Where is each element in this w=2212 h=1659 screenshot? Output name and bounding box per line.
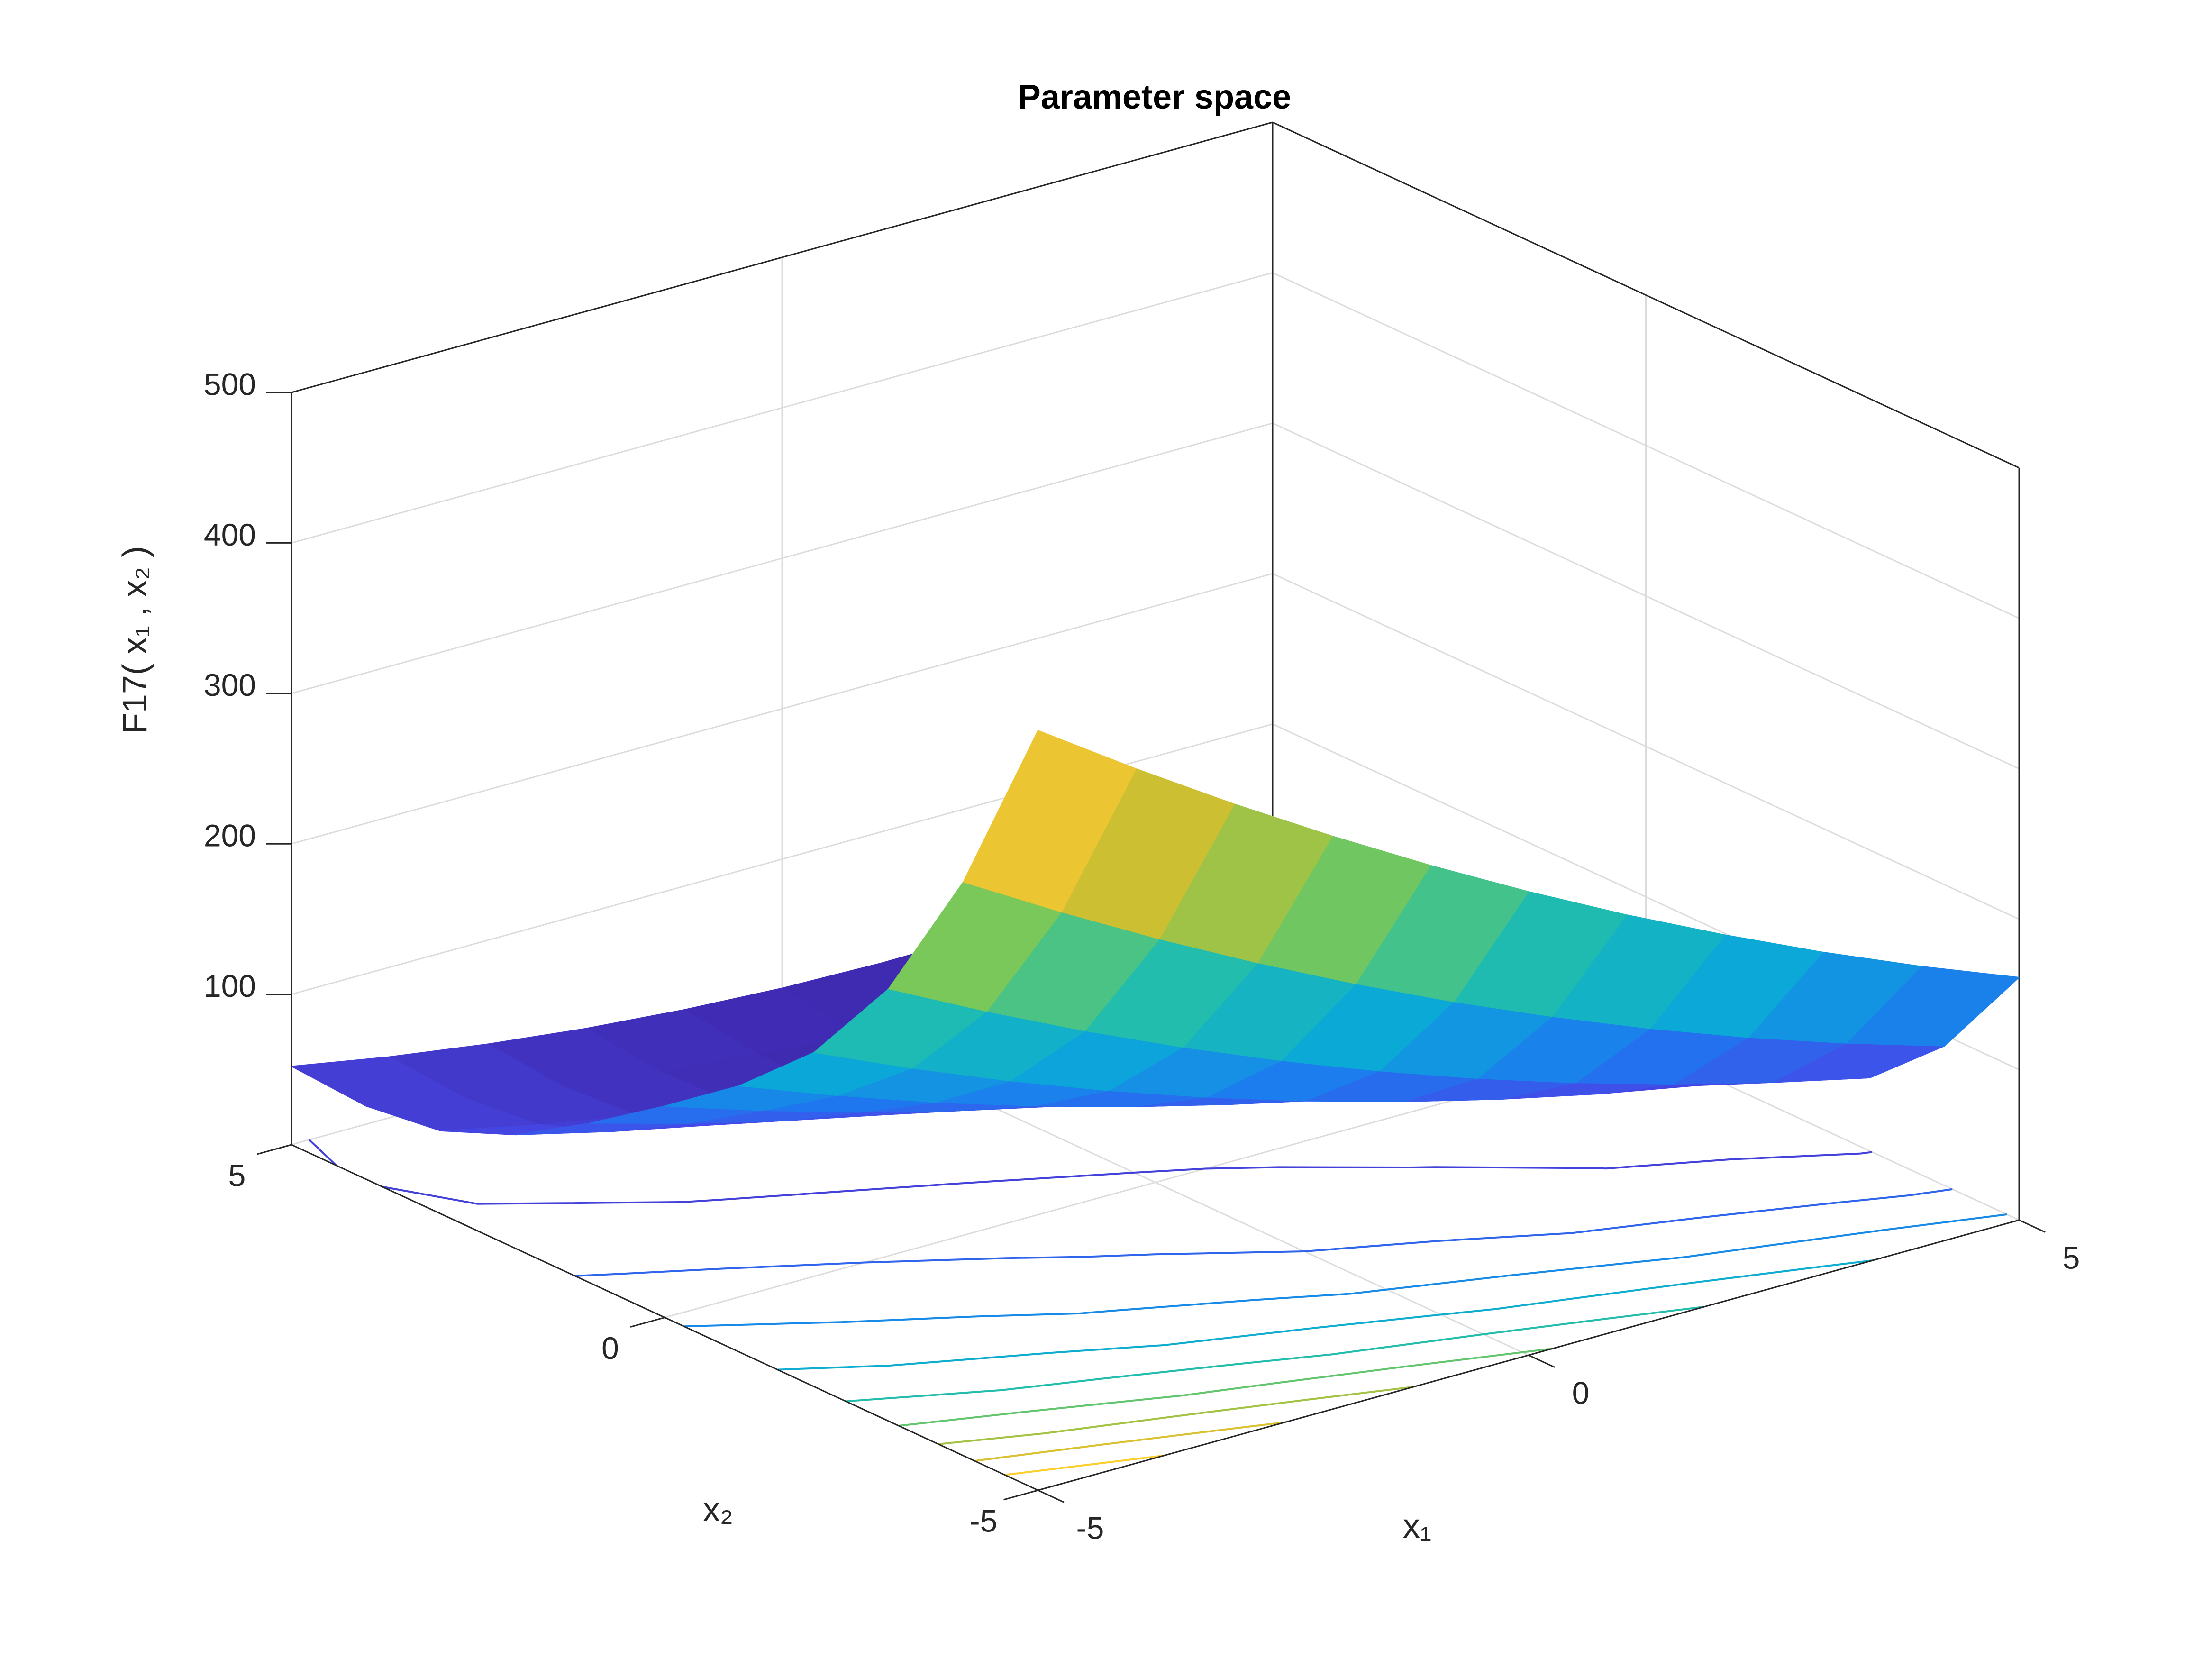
y-tick-label: 0 (601, 1331, 619, 1366)
z-tick-label: 400 (204, 517, 256, 552)
z-tick-label: 200 (204, 818, 256, 853)
contour-line (1004, 1455, 1164, 1476)
y-tick (630, 1317, 665, 1328)
x-tick (1038, 1489, 1065, 1503)
y-tick (257, 1144, 292, 1155)
y-axis-label: x₂ (703, 1491, 733, 1529)
box-edge (1272, 121, 2020, 469)
contour-layer (309, 1139, 2007, 1476)
contour-line (309, 1139, 1873, 1205)
z-tick-label: 300 (204, 667, 256, 702)
x-tick-label: 5 (2063, 1240, 2080, 1275)
y-tick-label: 5 (228, 1158, 246, 1193)
box-edge (291, 121, 1273, 393)
x-tick-label: 0 (1572, 1375, 1590, 1410)
chart-title: Parameter space (1018, 78, 1291, 116)
contour-line (777, 1259, 1874, 1371)
z-axis-label: F17( x₁ , x₂ ) (116, 546, 154, 734)
contour-line (684, 1213, 2007, 1328)
y-tick-label: -5 (970, 1503, 998, 1538)
contour-line (898, 1348, 1553, 1427)
axes-layer: -5 0 5 -5 0 5 100 200 300 400 500 (204, 366, 2080, 1545)
z-tick-label: 100 (204, 968, 256, 1003)
x-tick-label: -5 (1076, 1510, 1104, 1545)
x-tick (2019, 1219, 2046, 1233)
y-tick (1003, 1489, 1038, 1501)
surface-cell (963, 730, 1137, 912)
z-tick-label: 500 (204, 366, 256, 401)
x-tick (1528, 1354, 1555, 1368)
contour-line (938, 1386, 1414, 1445)
x-axis-label: x₁ (1403, 1507, 1431, 1545)
contour-line (846, 1306, 1704, 1403)
surface-layer (291, 730, 2020, 1136)
contour-line (575, 1188, 1953, 1277)
contour-line (974, 1421, 1285, 1462)
